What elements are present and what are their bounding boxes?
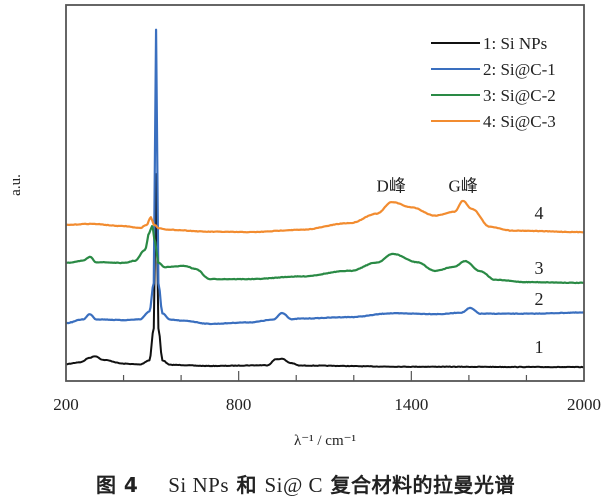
plot-curves — [65, 28, 585, 369]
annotations: D峰 G峰 — [377, 176, 478, 195]
legend: 1: Si NPs 2: Si@C-1 3: Si@C-2 4: Si@C-3 — [431, 34, 556, 131]
plot-frame — [65, 4, 585, 382]
legend-label: 4: Si@C-3 — [483, 112, 556, 131]
caption-prefix: 图 4 — [95, 473, 139, 497]
y-axis-label: a.u. — [8, 174, 24, 196]
caption-en1: Si NPs — [168, 473, 229, 497]
legend-label: 3: Si@C-2 — [483, 86, 556, 105]
curve-number-label: 1 — [535, 337, 544, 357]
legend-label: 2: Si@C-1 — [483, 60, 556, 79]
curve-number-label: 4 — [535, 203, 544, 223]
curve-number-label: 2 — [535, 289, 544, 309]
peak-annotation: D峰 — [377, 176, 406, 195]
series-line-1 — [65, 173, 585, 369]
x-tick-label: 1400 — [394, 395, 428, 414]
x-tick-label: 2000 — [567, 395, 601, 414]
caption-zh1: 和 — [236, 473, 257, 497]
figure-caption: 图 4 Si NPs 和 Si@ C 复合材料的拉曼光谱 — [0, 469, 611, 498]
series-line-4 — [65, 199, 585, 234]
curve-labels: 1 2 3 4 — [535, 203, 544, 357]
x-tick-label: 200 — [53, 395, 79, 414]
series-line-2 — [65, 28, 585, 326]
peak-annotation: G峰 — [448, 176, 477, 195]
x-tick-labels: 200 800 1400 2000 — [53, 395, 601, 414]
caption-en2: Si@ C — [264, 473, 324, 497]
caption-zh2: 复合材料的拉曼光谱 — [330, 473, 516, 497]
legend-label: 1: Si NPs — [483, 34, 547, 53]
series-line-3 — [65, 225, 585, 285]
x-tick-label: 800 — [226, 395, 252, 414]
x-axis-label: λ⁻¹ / cm⁻¹ — [294, 433, 356, 449]
curve-number-label: 3 — [535, 258, 544, 278]
x-ticks — [122, 371, 528, 381]
